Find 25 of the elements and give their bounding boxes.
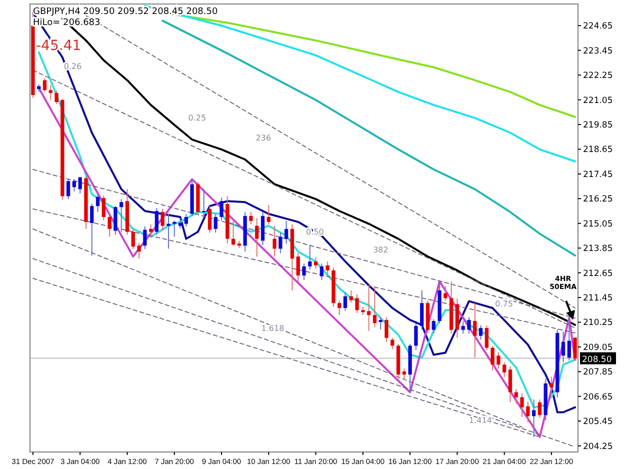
y-tick-label: 204.25 — [583, 442, 613, 452]
y-tick-label: 205.45 — [583, 417, 613, 428]
y-tick-label: 211.45 — [583, 294, 613, 304]
y-tick-label: 221.05 — [583, 96, 613, 106]
y-tick-label: 216.25 — [583, 194, 613, 205]
y-tick-label: 210.25 — [583, 318, 613, 328]
y-tick-label: 224.65 — [583, 22, 613, 32]
annotation: 1.414 — [469, 416, 492, 425]
y-tick-label: 207.85 — [583, 368, 613, 378]
y-tick-label: 209.05 — [583, 342, 613, 353]
annotation: 0.75 — [495, 299, 513, 308]
annotation: 382 — [373, 246, 388, 255]
y-tick-label: 219.85 — [583, 120, 613, 130]
annotation: 236 — [256, 134, 272, 143]
annotation: 0.25 — [188, 113, 206, 122]
y-tick-label: 206.65 — [583, 392, 613, 402]
annotation: 1.618 — [261, 324, 284, 334]
y-tick-label: 223.45 — [583, 46, 613, 56]
y-tick-label: 222.25 — [583, 71, 613, 82]
y-tick-label: 215.05 — [583, 219, 613, 230]
ref-line-label: 208.50 — [582, 354, 612, 365]
y-tick-label: 213.85 — [583, 244, 613, 254]
y-tick-label: 218.65 — [583, 145, 613, 156]
y-tick-label: 217.45 — [583, 170, 613, 180]
y-tick-label: 212.65 — [583, 268, 613, 279]
